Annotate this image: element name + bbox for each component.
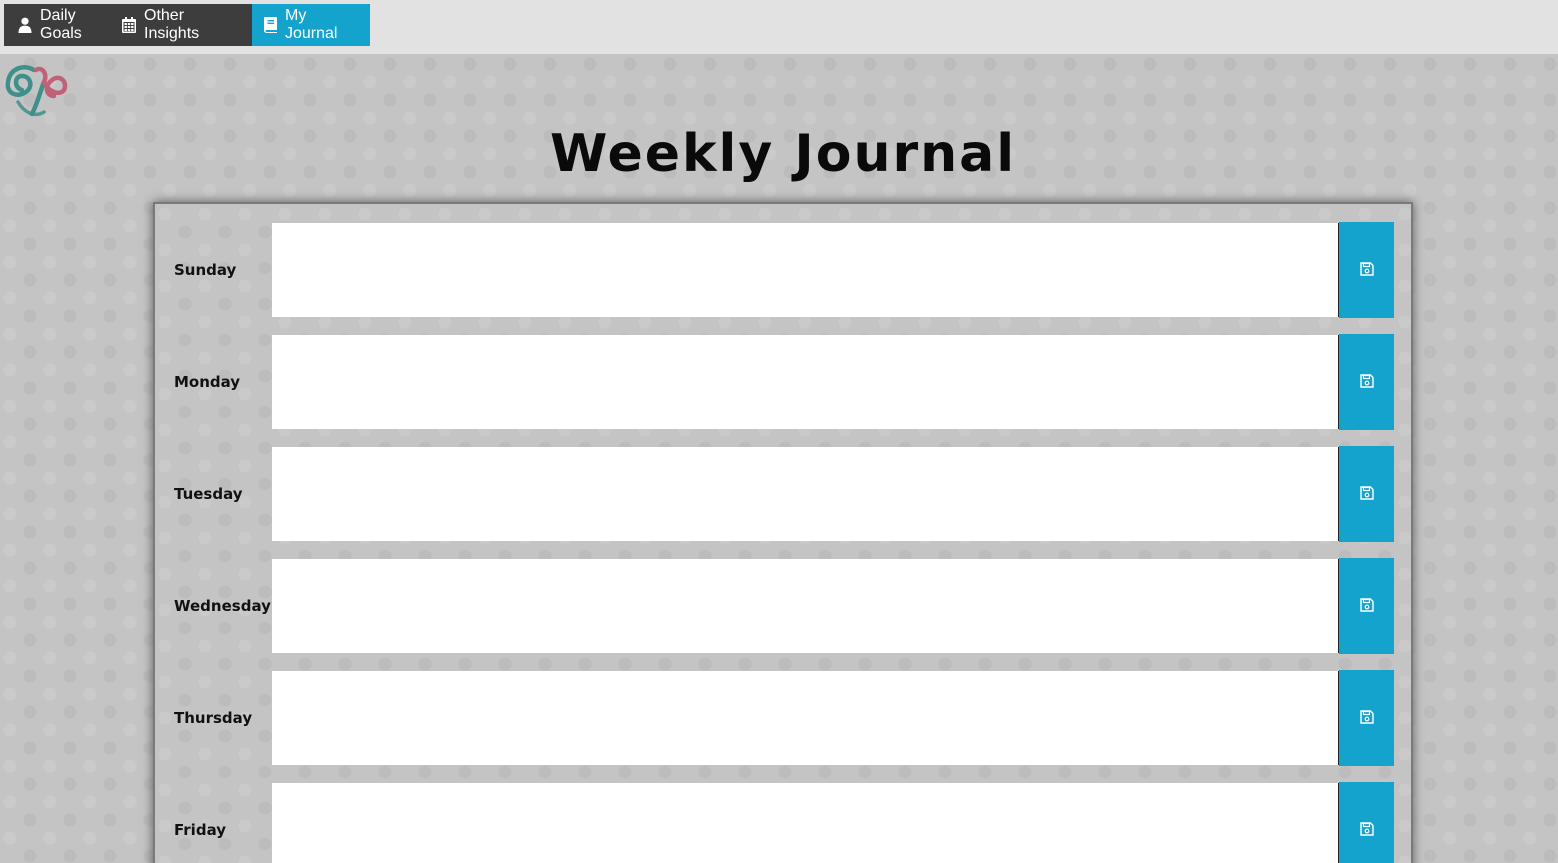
journal-entry-sunday[interactable] <box>272 223 1339 317</box>
journal-row-wednesday: Wednesday <box>155 558 1411 654</box>
tab-other-insights[interactable]: Other Insights <box>110 4 252 46</box>
tab-daily-goals[interactable]: Daily Goals <box>4 4 110 46</box>
journal-entry-friday[interactable] <box>272 783 1339 863</box>
journal-row-monday: Monday <box>155 334 1411 430</box>
logo-icon[interactable] <box>4 62 68 120</box>
journal-entry-thursday[interactable] <box>272 671 1339 765</box>
tab-my-journal[interactable]: My Journal <box>252 4 370 46</box>
save-icon <box>1359 821 1374 839</box>
journal-row-thursday: Thursday <box>155 670 1411 766</box>
journal-row-tuesday: Tuesday <box>155 446 1411 542</box>
page-title: Weekly Journal <box>549 124 1017 184</box>
journal-row-friday: Friday <box>155 782 1411 863</box>
save-icon <box>1359 485 1374 503</box>
save-icon <box>1359 373 1374 391</box>
journal-card: Sunday Monday Tues <box>153 202 1413 863</box>
save-icon <box>1359 261 1374 279</box>
save-button-friday[interactable] <box>1339 782 1394 863</box>
tab-other-insights-label: Other Insights <box>144 7 200 42</box>
day-label-tuesday: Tuesday <box>174 485 243 503</box>
day-label-wednesday: Wednesday <box>174 597 271 615</box>
journal-row-sunday: Sunday <box>155 222 1411 318</box>
journal-entry-monday[interactable] <box>272 335 1339 429</box>
user-icon <box>18 17 32 33</box>
day-label-thursday: Thursday <box>174 709 253 727</box>
top-nav-bar: Daily Goals <box>0 0 1558 54</box>
save-icon <box>1359 597 1374 615</box>
day-label-friday: Friday <box>174 821 227 839</box>
day-label-sunday: Sunday <box>174 261 237 279</box>
save-button-tuesday[interactable] <box>1339 446 1394 542</box>
journal-entry-tuesday[interactable] <box>272 447 1339 541</box>
calendar-icon <box>122 17 136 33</box>
tab-my-journal-label: My Journal <box>285 7 338 42</box>
day-label-monday: Monday <box>174 373 241 391</box>
save-icon <box>1359 709 1374 727</box>
journal-entry-wednesday[interactable] <box>272 559 1339 653</box>
save-button-sunday[interactable] <box>1339 222 1394 318</box>
tab-daily-goals-label: Daily Goals <box>40 7 82 42</box>
save-button-monday[interactable] <box>1339 334 1394 430</box>
book-icon <box>264 17 277 33</box>
save-button-thursday[interactable] <box>1339 670 1394 766</box>
save-button-wednesday[interactable] <box>1339 558 1394 654</box>
nav-tabs: Daily Goals <box>4 4 370 46</box>
